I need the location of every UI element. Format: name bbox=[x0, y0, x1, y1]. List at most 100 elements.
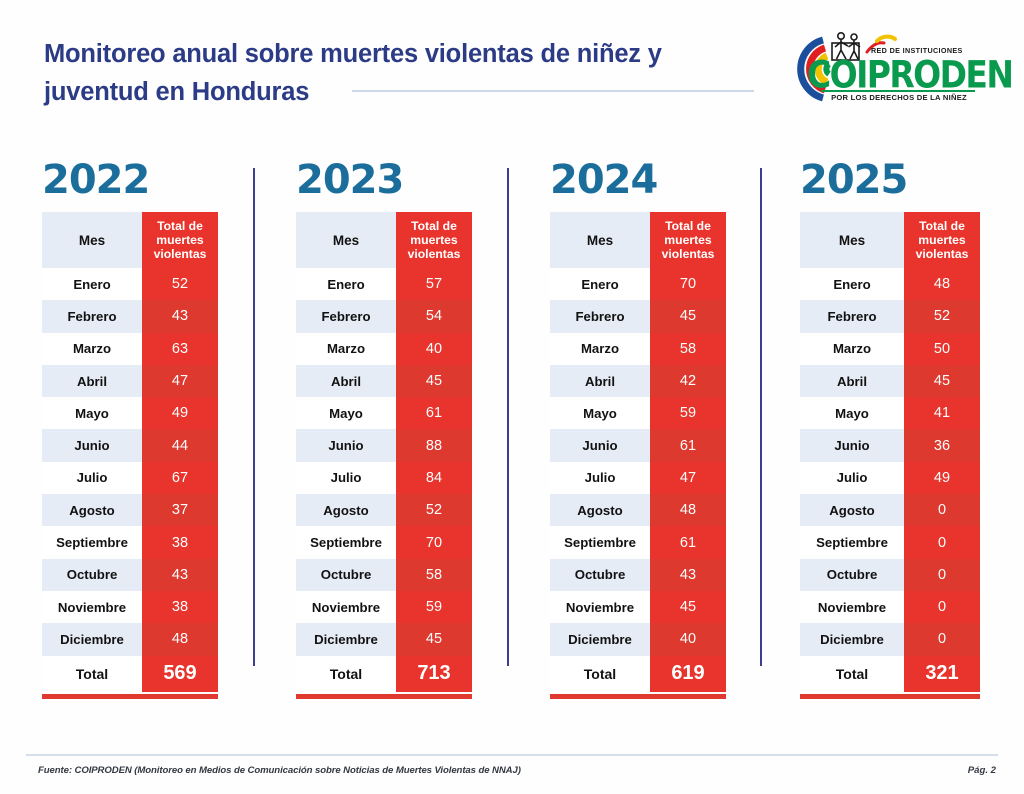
month-cell: Diciembre bbox=[42, 623, 142, 656]
page-header: Monitoreo anual sobre muertes violentas … bbox=[0, 0, 1024, 130]
month-cell: Noviembre bbox=[550, 590, 650, 624]
column-header-total-muertes-violentas: Total de muertes violentas bbox=[904, 212, 980, 268]
month-cell: Octubre bbox=[296, 558, 396, 591]
month-cell: Diciembre bbox=[296, 623, 396, 656]
table-row: Mayo 41 bbox=[800, 397, 980, 430]
month-cell: Abril bbox=[296, 364, 396, 398]
value-cell: 70 bbox=[396, 526, 472, 559]
value-cell: 54 bbox=[396, 300, 472, 333]
table-total-row: Total 713 bbox=[296, 655, 472, 692]
table-row: Noviembre 38 bbox=[42, 590, 218, 624]
month-cell: Marzo bbox=[296, 332, 396, 365]
year-block-2025: 2025 Mes Total de muertes violentas Enero 48 Fe… bbox=[800, 160, 980, 699]
value-cell: 52 bbox=[142, 268, 218, 301]
table-row: Noviembre 59 bbox=[296, 590, 472, 624]
month-cell: Diciembre bbox=[550, 623, 650, 656]
table-total-row: Total 569 bbox=[42, 655, 218, 692]
value-cell: 58 bbox=[396, 558, 472, 591]
table-row: Febrero 45 bbox=[550, 300, 726, 333]
column-divider-3 bbox=[760, 168, 762, 666]
table-row: Septiembre 70 bbox=[296, 526, 472, 559]
table-row: Marzo 50 bbox=[800, 332, 980, 365]
month-cell: Abril bbox=[550, 364, 650, 398]
table-row: Noviembre 0 bbox=[800, 590, 980, 624]
month-cell: Octubre bbox=[42, 558, 142, 591]
month-cell: Mayo bbox=[42, 397, 142, 430]
value-cell: 45 bbox=[650, 300, 726, 333]
year-heading: 2022 bbox=[42, 157, 150, 203]
value-cell: 61 bbox=[650, 429, 726, 462]
table-row: Julio 49 bbox=[800, 461, 980, 495]
page-title: Monitoreo anual sobre muertes violentas … bbox=[44, 36, 744, 111]
month-cell: Mayo bbox=[800, 397, 904, 430]
total-value: 713 bbox=[396, 655, 472, 692]
table-row: Febrero 43 bbox=[42, 300, 218, 333]
month-cell: Octubre bbox=[800, 558, 904, 591]
column-header-total-muertes-violentas: Total de muertes violentas bbox=[396, 212, 472, 268]
column-divider-2 bbox=[507, 168, 509, 666]
column-header-mes: Mes bbox=[550, 212, 650, 268]
total-value: 321 bbox=[904, 655, 980, 692]
table-row: Febrero 54 bbox=[296, 300, 472, 333]
value-cell: 50 bbox=[904, 332, 980, 365]
value-cell: 0 bbox=[904, 623, 980, 656]
month-cell: Julio bbox=[550, 461, 650, 495]
column-header-line: violentas bbox=[407, 247, 461, 262]
table-total-row: Total 619 bbox=[550, 655, 726, 692]
value-cell: 45 bbox=[396, 623, 472, 656]
column-header-line: violentas bbox=[661, 247, 715, 262]
month-cell: Julio bbox=[42, 461, 142, 495]
value-cell: 36 bbox=[904, 429, 980, 462]
column-header-mes: Mes bbox=[42, 212, 142, 268]
column-header-line: Total de bbox=[157, 218, 203, 233]
total-label: Total bbox=[296, 655, 396, 692]
value-cell: 70 bbox=[650, 268, 726, 301]
month-cell: Julio bbox=[296, 461, 396, 495]
table-row: Junio 61 bbox=[550, 429, 726, 462]
table-bottom-accent-bar bbox=[296, 693, 472, 699]
value-cell: 45 bbox=[396, 364, 472, 398]
total-label: Total bbox=[800, 655, 904, 692]
table-row: Abril 45 bbox=[800, 364, 980, 398]
table-row: Septiembre 61 bbox=[550, 526, 726, 559]
logo-children-figure-icon bbox=[831, 31, 897, 61]
table-row: Abril 42 bbox=[550, 364, 726, 398]
value-cell: 44 bbox=[142, 429, 218, 462]
value-cell: 40 bbox=[396, 332, 472, 365]
year-heading: 2025 bbox=[800, 157, 908, 203]
total-value: 619 bbox=[650, 655, 726, 692]
value-cell: 49 bbox=[904, 461, 980, 495]
value-cell: 45 bbox=[904, 364, 980, 398]
month-cell: Marzo bbox=[550, 332, 650, 365]
logo-arcs-icon bbox=[797, 36, 832, 102]
column-header-total-muertes-violentas: Total de muertes violentas bbox=[650, 212, 726, 268]
table-row: Junio 88 bbox=[296, 429, 472, 462]
table-row: Junio 44 bbox=[42, 429, 218, 462]
total-label: Total bbox=[42, 655, 142, 692]
logo-tagline-top: RED DE INSTITUCIONES bbox=[871, 46, 963, 55]
month-cell: Diciembre bbox=[800, 623, 904, 656]
table-row: Julio 47 bbox=[550, 461, 726, 495]
table-row: Enero 57 bbox=[296, 268, 472, 301]
column-divider-1 bbox=[253, 168, 255, 666]
value-cell: 43 bbox=[142, 558, 218, 591]
column-header-mes: Mes bbox=[296, 212, 396, 268]
column-header-line: Total de bbox=[411, 218, 457, 233]
month-cell: Agosto bbox=[550, 494, 650, 527]
deaths-table-2022: Mes Total de muertes violentas Enero 52 Febrer… bbox=[42, 212, 218, 692]
column-header-total-muertes-violentas: Total de muertes violentas bbox=[142, 212, 218, 268]
column-header-line: Total de bbox=[919, 218, 965, 233]
table-row: Junio 36 bbox=[800, 429, 980, 462]
table-row: Octubre 58 bbox=[296, 558, 472, 591]
month-cell: Febrero bbox=[296, 300, 396, 333]
table-header-row: Mes Total de muertes violentas bbox=[296, 212, 472, 268]
value-cell: 49 bbox=[142, 397, 218, 430]
value-cell: 42 bbox=[650, 364, 726, 398]
year-heading: 2023 bbox=[296, 157, 404, 203]
month-cell: Febrero bbox=[42, 300, 142, 333]
table-header-row: Mes Total de muertes violentas bbox=[550, 212, 726, 268]
year-heading: 2024 bbox=[550, 157, 658, 203]
value-cell: 48 bbox=[650, 494, 726, 527]
table-row: Diciembre 45 bbox=[296, 623, 472, 656]
table-header-row: Mes Total de muertes violentas bbox=[42, 212, 218, 268]
